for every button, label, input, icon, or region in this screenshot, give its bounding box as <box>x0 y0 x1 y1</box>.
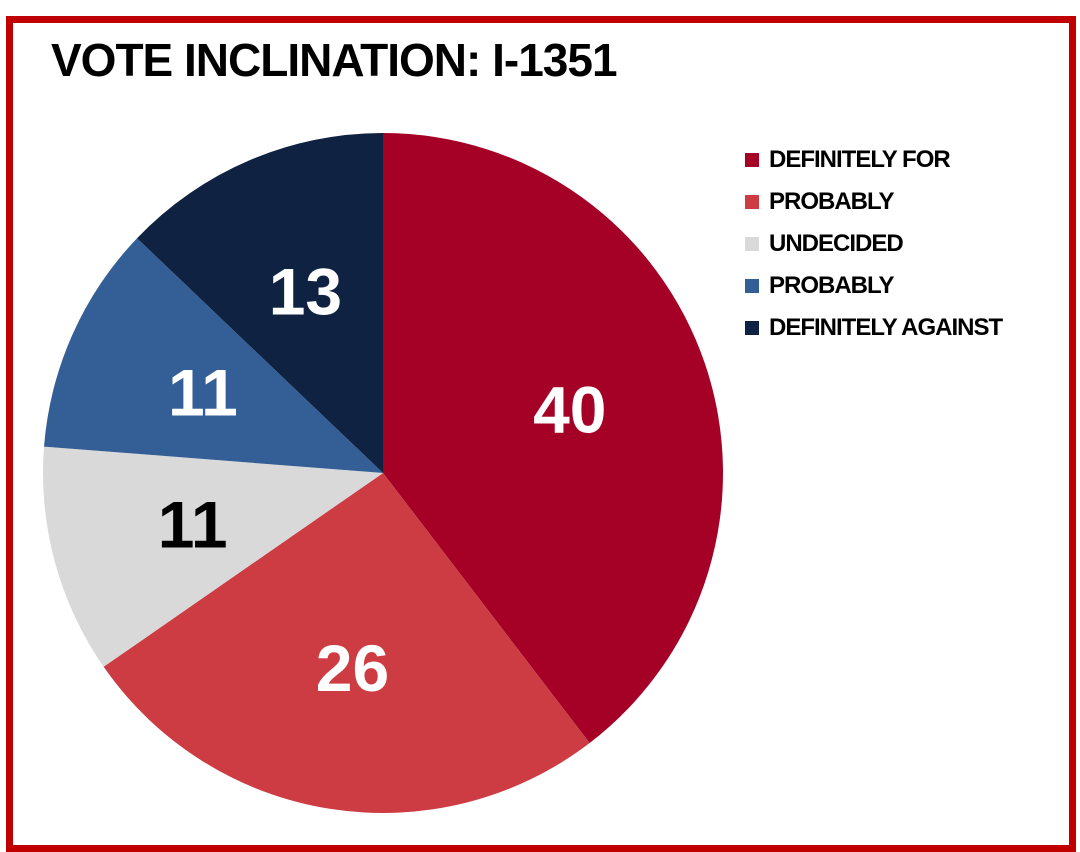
legend-label: UNDECIDED <box>769 230 904 257</box>
pie-chart: 40 26 11 11 13 <box>43 133 724 813</box>
legend-label: DEFINITELY AGAINST <box>769 314 1003 341</box>
legend-swatch <box>745 321 759 335</box>
legend-swatch <box>745 195 759 209</box>
legend-swatch <box>745 279 759 293</box>
slice-value-label-1: 40 <box>533 373 606 447</box>
pie-slice-5-definitely-against <box>137 133 383 473</box>
pie-slice-1-definitely-for <box>383 133 724 744</box>
chart-legend: DEFINITELY FOR PROBABLY UNDECIDED PROBABLY D… <box>745 139 1003 349</box>
legend-label: PROBABLY <box>769 188 894 215</box>
pie-slice-3-undecided <box>43 446 383 667</box>
legend-item-4: PROBABLY <box>745 265 1002 307</box>
slice-value-label-2: 26 <box>316 631 389 705</box>
legend-label: DEFINITELY FOR <box>769 146 951 173</box>
legend-item-5: DEFINITELY AGAINST <box>745 307 1003 349</box>
slice-value-label-4: 11 <box>168 356 238 430</box>
pie-slice-4-probably <box>44 238 383 473</box>
chart-title: VOTE INCLINATION: I-1351 <box>51 34 618 86</box>
legend-item-3: UNDECIDED <box>745 223 1002 265</box>
slice-value-label-3: 11 <box>158 488 228 562</box>
legend-swatch <box>745 237 759 251</box>
chart-frame: VOTE INCLINATION: I-1351 40 26 11 11 13 DEFI… <box>6 16 1076 852</box>
slice-value-label-5: 13 <box>269 255 342 329</box>
legend-item-1: DEFINITELY FOR <box>745 139 1002 181</box>
legend-item-2: PROBABLY <box>745 181 1002 223</box>
pie-slice-2-probably <box>103 473 590 813</box>
legend-label: PROBABLY <box>769 272 894 299</box>
legend-swatch <box>745 153 759 167</box>
